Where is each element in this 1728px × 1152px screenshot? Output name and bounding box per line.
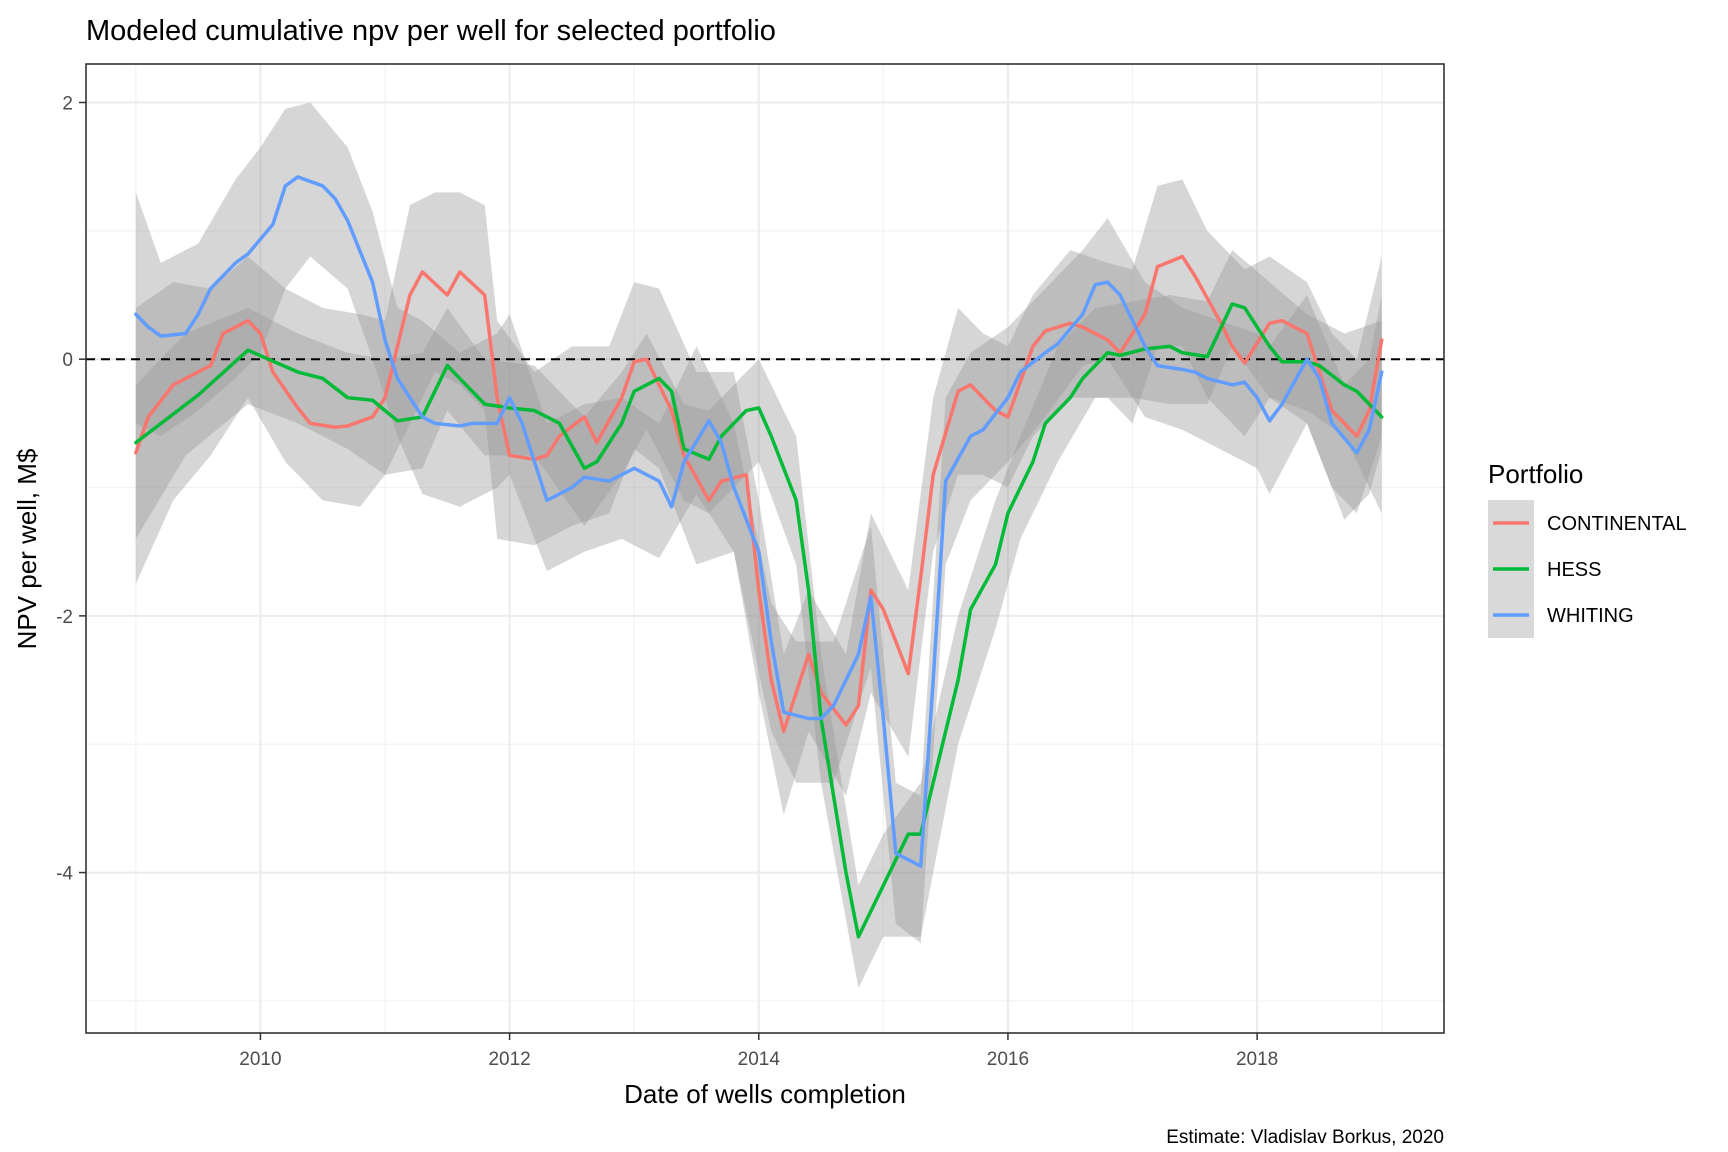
x-tick-label: 2014 — [738, 1049, 781, 1070]
line-whiting — [134, 175, 1384, 868]
legend: Portfolio CONTINENTAL HESS WHITING — [1488, 459, 1687, 638]
series-lines — [134, 175, 1384, 939]
confidence-bands — [135, 102, 1382, 989]
x-tick-label: 2018 — [1236, 1049, 1278, 1070]
x-axis-ticks: 2010 2012 2014 2016 2018 — [239, 1033, 1278, 1070]
plot-panel — [85, 63, 1445, 1034]
chart-title: Modeled cumulative npv per well for sele… — [86, 15, 776, 47]
y-tick-label: 2 — [62, 94, 73, 115]
x-tick-label: 2016 — [987, 1049, 1029, 1070]
legend-label-whiting: WHITING — [1547, 605, 1634, 627]
y-axis-ticks: 2 0 -2 -4 — [56, 94, 86, 885]
chart-caption: Estimate: Vladislav Borkus, 2020 — [1166, 1127, 1444, 1148]
grid — [86, 64, 1444, 1033]
legend-label-continental: CONTINENTAL — [1547, 513, 1687, 535]
x-tick-label: 2010 — [239, 1049, 281, 1070]
panel-background — [86, 64, 1444, 1033]
x-tick-label: 2012 — [488, 1049, 530, 1070]
panel-border — [85, 63, 1445, 1034]
x-axis-title: Date of wells completion — [624, 1079, 906, 1109]
y-tick-label: -2 — [56, 607, 73, 628]
legend-label-hess: HESS — [1547, 559, 1601, 581]
legend-title: Portfolio — [1488, 459, 1583, 489]
band-whiting — [135, 102, 1382, 944]
y-tick-label: -4 — [56, 864, 73, 885]
band-continental — [135, 179, 1382, 815]
line-continental — [134, 254, 1384, 734]
y-tick-label: 0 — [62, 350, 73, 371]
band-hess — [135, 250, 1382, 989]
legend-items: CONTINENTAL HESS WHITING — [1488, 500, 1687, 638]
y-axis-title: NPV per well, M$ — [12, 448, 42, 649]
